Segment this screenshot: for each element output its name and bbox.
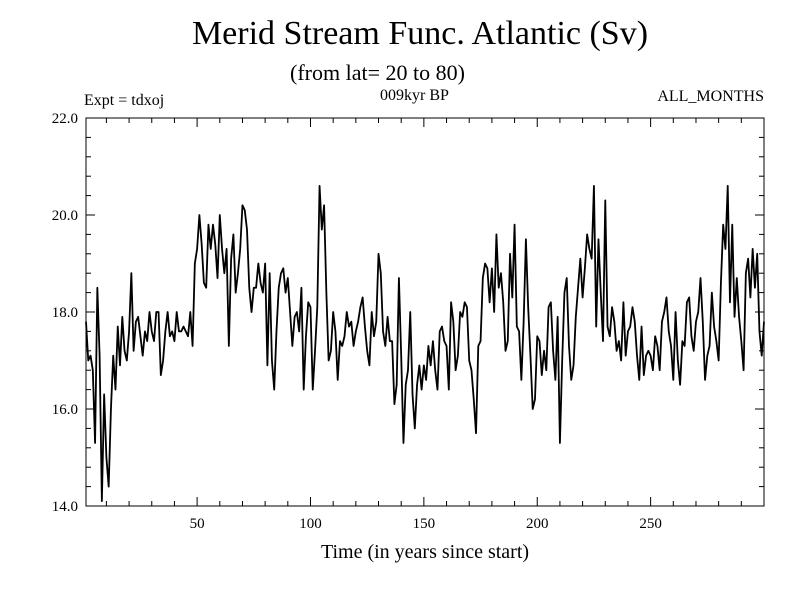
months-label: ALL_MONTHS bbox=[657, 88, 764, 105]
y-tick-label: 16.0 bbox=[52, 402, 78, 418]
y-tick-label: 14.0 bbox=[52, 499, 78, 515]
x-tick-label: 200 bbox=[526, 516, 549, 532]
x-tick-label: 150 bbox=[413, 516, 436, 532]
ticks-layer bbox=[86, 117, 765, 507]
plot-frame bbox=[85, 117, 765, 507]
y-tick-label: 18.0 bbox=[52, 305, 78, 321]
chart-title: Merid Stream Func. Atlantic (Sv) bbox=[191, 15, 649, 52]
tick-labels-layer: 14.0 16.0 18.0 20.0 22.0 50 100 150 200 250 bbox=[52, 111, 662, 532]
x-axis-label: Time (in years since start) bbox=[321, 541, 529, 563]
y-tick-label: 22.0 bbox=[52, 111, 78, 127]
experiment-label: Expt = tdxoj bbox=[84, 92, 165, 109]
chart-subtitle: (from lat= 20 to 80) bbox=[290, 60, 465, 85]
y-tick-label: 20.0 bbox=[52, 208, 78, 224]
x-tick-label: 100 bbox=[299, 516, 322, 532]
x-tick-label: 250 bbox=[639, 516, 662, 532]
series-line bbox=[85, 184, 765, 503]
x-tick-label: 50 bbox=[190, 516, 205, 532]
period-label: 009kyr BP bbox=[380, 87, 449, 104]
